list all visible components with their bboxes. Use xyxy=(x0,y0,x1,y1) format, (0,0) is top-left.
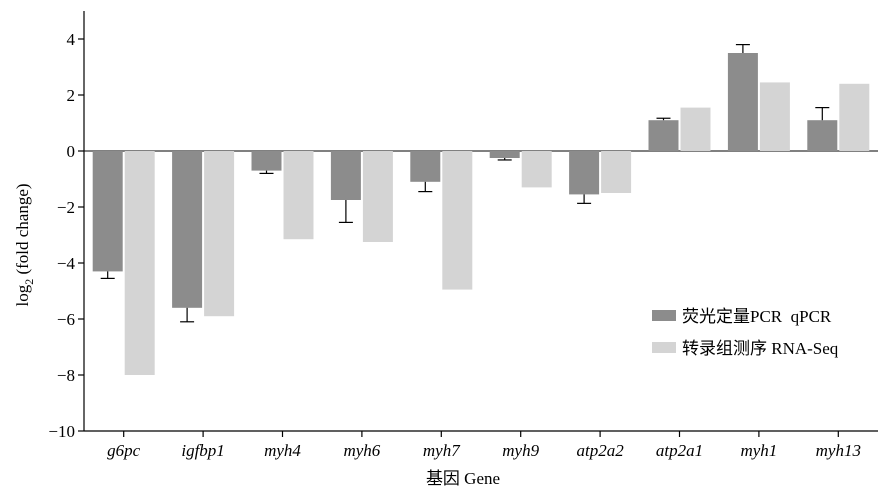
rnaseq-bar-g6pc xyxy=(124,151,155,375)
category-labels: g6pc igfbp1 myh4 myh6 myh7 myh9 atp2a2 atp2a1 my… xyxy=(107,441,861,460)
qpcr-bar-igfbp1 xyxy=(172,151,203,308)
category-label-atp2a1: atp2a1 xyxy=(656,441,703,460)
rnaseq-bar-igfbp1 xyxy=(204,151,235,317)
category-label-myh9: myh9 xyxy=(502,441,539,460)
qpcr-bar-atp2a1 xyxy=(648,120,679,151)
qpcr-bar-myh13 xyxy=(807,120,838,151)
qpcr-bar-myh9 xyxy=(489,151,520,158)
category-label-myh1: myh1 xyxy=(740,441,777,460)
rnaseq-bar-myh7 xyxy=(442,151,473,290)
rnaseq-bar-myh13 xyxy=(839,83,870,151)
category-label-myh7: myh7 xyxy=(423,441,461,460)
category-label-igfbp1: igfbp1 xyxy=(181,441,224,460)
rnaseq-bar-myh4 xyxy=(283,151,314,240)
y-tick-label: −10 xyxy=(48,422,75,441)
y-tick-label: 4 xyxy=(67,30,76,49)
y-tick-label: −4 xyxy=(57,254,76,273)
y-tick-label: 0 xyxy=(67,142,76,161)
qpcr-bar-myh1 xyxy=(727,53,758,151)
y-tick-label: −6 xyxy=(57,310,75,329)
y-tick-label: −2 xyxy=(57,198,75,217)
x-axis xyxy=(84,150,878,437)
legend-label-qpcr: 荧光定量PCR qPCR xyxy=(682,307,832,326)
x-axis-title: 基因 Gene xyxy=(426,469,500,488)
qpcr-bar-myh7 xyxy=(410,151,441,182)
category-label-g6pc: g6pc xyxy=(107,441,141,460)
y-tick-label: 2 xyxy=(67,86,76,105)
legend-swatch-qpcr xyxy=(652,310,676,321)
category-label-myh4: myh4 xyxy=(264,441,301,460)
y-tick-label: −8 xyxy=(57,366,75,385)
category-label-myh13: myh13 xyxy=(816,441,861,460)
rnaseq-bar-myh6 xyxy=(362,151,393,242)
qpcr-bar-myh6 xyxy=(330,151,361,200)
legend-label-rnaseq: 转录组测序 RNA-Seq xyxy=(682,339,839,358)
legend: 荧光定量PCR qPCR 转录组测序 RNA-Seq xyxy=(652,307,839,358)
y-axis-title: log2 (fold change) xyxy=(13,183,36,306)
category-label-myh6: myh6 xyxy=(343,441,380,460)
qpcr-bar-g6pc xyxy=(92,151,123,272)
bars-group xyxy=(92,43,870,375)
category-label-atp2a2: atp2a2 xyxy=(576,441,624,460)
qpcr-bar-myh4 xyxy=(251,151,282,171)
rnaseq-bar-atp2a2 xyxy=(601,151,632,193)
qpcr-bar-atp2a2 xyxy=(569,151,600,195)
legend-swatch-rnaseq xyxy=(652,342,676,353)
y-axis: 4 2 0 −2 −4 −6 −8 −10 xyxy=(48,11,85,441)
rnaseq-bar-atp2a1 xyxy=(680,107,711,151)
rnaseq-bar-myh9 xyxy=(521,151,552,188)
rnaseq-bar-myh1 xyxy=(759,82,790,151)
